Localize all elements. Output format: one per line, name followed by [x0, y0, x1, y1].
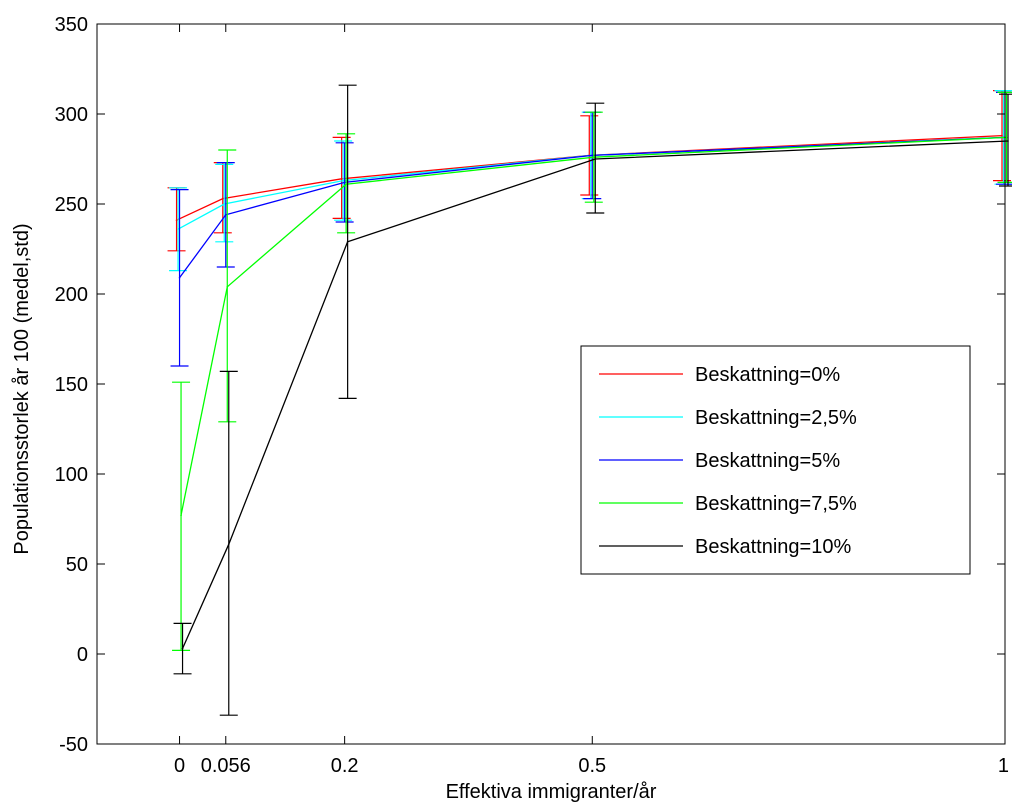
data-point: [227, 543, 230, 545]
data-point: [221, 197, 224, 200]
legend-item: Beskattning=0%: [599, 364, 840, 386]
y-tick-label: 300: [55, 104, 88, 126]
data-point: [346, 241, 349, 243]
legend-label: Beskattning=0%: [695, 364, 840, 386]
y-tick-label: 150: [55, 374, 88, 396]
legend: Beskattning=0% Beskattning=2,5% Beskattnin…: [580, 345, 971, 575]
y-tick-label: 0: [77, 644, 88, 666]
data-point: [226, 286, 229, 288]
x-tick-label: 0.056: [201, 755, 251, 777]
legend-item: Beskattning=10%: [599, 536, 851, 558]
data-point: [342, 179, 344, 182]
data-point: [177, 228, 179, 230]
legend-label: Beskattning=5%: [695, 450, 840, 472]
data-point: [345, 183, 347, 185]
data-point: [343, 181, 346, 184]
legend-label: Beskattning=10%: [695, 536, 851, 558]
y-axis-label: Populationsstorlek år 100 (medel,std): [11, 223, 33, 554]
y-tick-label: 200: [55, 284, 88, 306]
legend-item: Beskattning=5%: [599, 450, 840, 472]
x-tick-label: 1: [998, 755, 1009, 777]
x-tick-label: 0.2: [331, 755, 359, 777]
data-point: [181, 647, 184, 650]
legend-label: Beskattning=7,5%: [695, 493, 857, 515]
y-tick-label: 50: [66, 554, 88, 576]
data-point: [175, 219, 178, 221]
series-4: [172, 91, 1012, 652]
data-point: [223, 203, 226, 205]
y-tick-label: 100: [55, 464, 88, 486]
data-point: [178, 277, 181, 279]
x-tick-label: 0: [174, 755, 185, 777]
data-point: [1007, 140, 1009, 142]
data-point: [180, 514, 182, 517]
x-tick-label: 0.5: [578, 755, 606, 777]
y-tick-label: 350: [55, 14, 88, 36]
data-point: [224, 214, 227, 216]
series-5: [173, 84, 1012, 716]
y-tick-label: -50: [59, 734, 88, 756]
legend-label: Beskattning=2,5%: [695, 407, 857, 429]
axes-layer: -50 0 50 100 150 200 250 300 350 0 0.056 0.2 0.5 1: [55, 14, 1009, 777]
data-point: [592, 156, 595, 158]
data-point: [594, 158, 597, 160]
legend-item: Beskattning=2,5%: [599, 407, 857, 429]
y-tick-label: 250: [55, 194, 88, 216]
data-point: [1005, 136, 1008, 139]
legend-item: Beskattning=7,5%: [599, 493, 857, 515]
data-point: [591, 154, 594, 157]
series-layer: [167, 84, 1012, 716]
data-point: [1001, 134, 1003, 137]
data-point: [340, 178, 343, 180]
x-axis-label: Effektiva immigranter/år: [446, 781, 657, 803]
